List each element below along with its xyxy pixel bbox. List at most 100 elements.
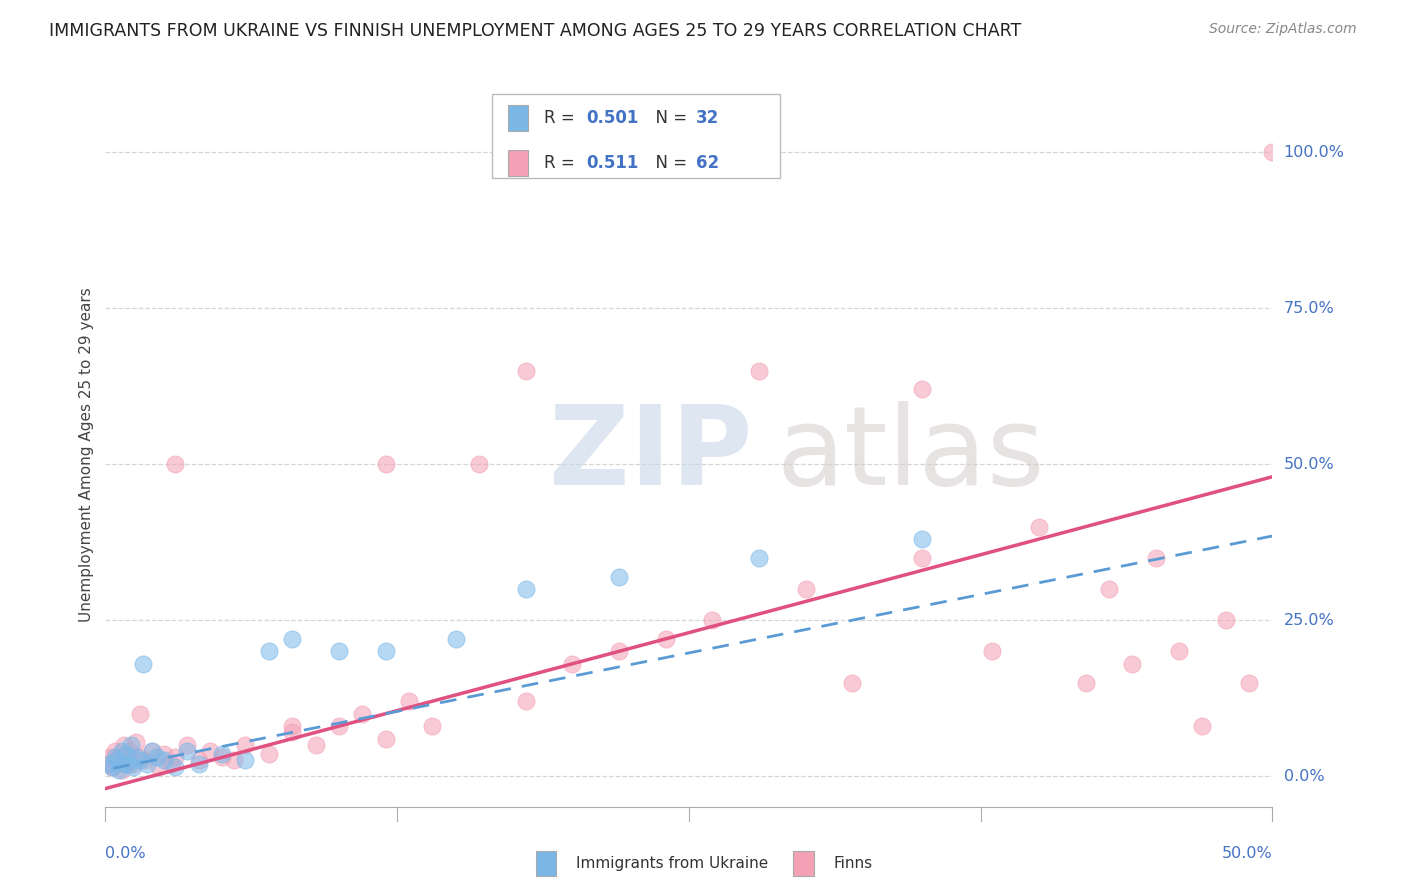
Text: Immigrants from Ukraine: Immigrants from Ukraine (576, 856, 769, 871)
Point (468, 457, 491, 471)
Point (515, 582, 537, 596)
Point (981, 644, 1004, 658)
Point (398, 694, 420, 708)
Point (374, 457, 396, 471)
Text: 0.0%: 0.0% (1284, 769, 1324, 783)
Point (134, 754, 156, 768)
Text: 0.0%: 0.0% (105, 847, 146, 861)
Text: 75.0%: 75.0% (1284, 301, 1334, 316)
Text: N =: N = (645, 109, 693, 127)
Point (108, 763, 131, 777)
Point (1261, 145, 1284, 160)
Point (187, 756, 209, 771)
Point (120, 750, 142, 764)
Point (165, 457, 187, 471)
Point (125, 750, 148, 764)
Point (911, 550, 934, 565)
Text: 0.501: 0.501 (586, 109, 638, 127)
Text: 50.0%: 50.0% (1284, 457, 1334, 472)
Y-axis label: Unemployment Among Ages 25 to 29 years: Unemployment Among Ages 25 to 29 years (79, 287, 94, 623)
Point (1215, 613, 1237, 627)
Point (1168, 644, 1191, 658)
Point (122, 756, 145, 771)
Point (118, 744, 141, 758)
Point (748, 145, 770, 160)
Text: IMMIGRANTS FROM UKRAINE VS FINNISH UNEMPLOYMENT AMONG AGES 25 TO 29 YEARS CORREL: IMMIGRANTS FROM UKRAINE VS FINNISH UNEMP… (49, 22, 1022, 40)
Point (125, 735, 148, 749)
Point (115, 747, 138, 762)
Point (841, 675, 863, 690)
Point (1074, 675, 1097, 690)
Text: Source: ZipAtlas.com: Source: ZipAtlas.com (1209, 22, 1357, 37)
Point (146, 750, 169, 764)
Point (702, 613, 724, 627)
Point (911, 532, 934, 546)
Text: R =: R = (544, 154, 581, 172)
Point (148, 760, 170, 774)
Point (122, 760, 145, 774)
Text: N =: N = (645, 154, 693, 172)
Point (187, 754, 209, 768)
Point (515, 694, 537, 708)
Text: Finns: Finns (834, 856, 873, 871)
Point (105, 754, 128, 768)
Point (115, 756, 138, 771)
Point (200, 744, 222, 758)
Point (165, 750, 187, 764)
Point (105, 754, 128, 768)
Point (211, 747, 233, 762)
Point (132, 657, 155, 671)
Point (111, 763, 134, 777)
Point (281, 725, 304, 739)
Point (328, 719, 350, 733)
Point (235, 754, 257, 768)
Point (153, 754, 174, 768)
Point (444, 632, 467, 646)
Point (97, 756, 120, 771)
Point (98, 750, 121, 764)
Point (112, 756, 135, 771)
Point (153, 747, 174, 762)
Point (281, 719, 304, 733)
Point (104, 750, 127, 764)
Point (136, 756, 159, 771)
Point (794, 582, 817, 596)
Text: 62: 62 (696, 154, 718, 172)
Point (98, 756, 121, 771)
Text: 50.0%: 50.0% (1222, 847, 1272, 861)
Point (515, 364, 537, 378)
Point (748, 550, 770, 565)
Point (141, 744, 163, 758)
Point (257, 644, 280, 658)
Point (129, 750, 152, 764)
Point (1191, 719, 1213, 733)
Point (159, 756, 181, 771)
Point (257, 747, 280, 762)
Point (420, 719, 443, 733)
Text: 25.0%: 25.0% (1284, 613, 1334, 628)
Text: 100.0%: 100.0% (1284, 145, 1344, 160)
Point (1237, 675, 1260, 690)
Point (112, 738, 135, 752)
Point (281, 632, 304, 646)
Point (304, 738, 326, 752)
Point (748, 364, 770, 378)
Text: R =: R = (544, 109, 581, 127)
Point (352, 706, 374, 721)
Point (911, 383, 934, 397)
Point (235, 738, 257, 752)
Text: atlas: atlas (776, 401, 1045, 508)
Point (108, 750, 131, 764)
Text: 0.511: 0.511 (586, 154, 638, 172)
Point (1098, 582, 1121, 596)
Point (176, 744, 198, 758)
Point (101, 760, 124, 774)
Point (374, 644, 396, 658)
Point (607, 569, 630, 583)
Point (165, 760, 187, 774)
Point (328, 644, 350, 658)
Text: ZIP: ZIP (548, 401, 752, 508)
Point (111, 744, 134, 758)
Point (104, 744, 127, 758)
Point (129, 754, 152, 768)
